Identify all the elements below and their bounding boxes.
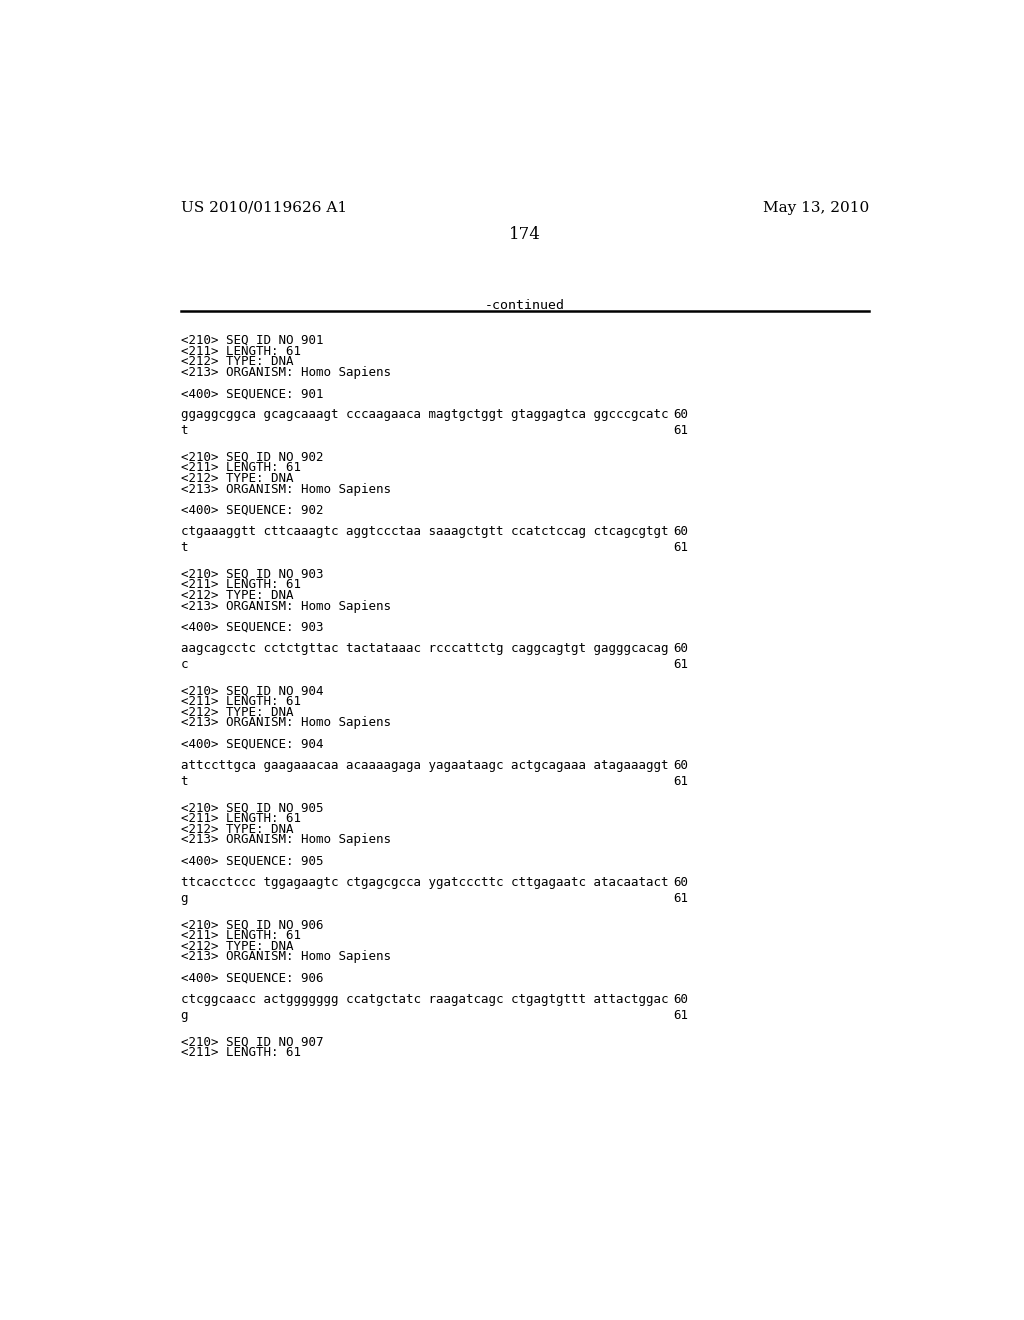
Text: <213> ORGANISM: Homo Sapiens: <213> ORGANISM: Homo Sapiens: [180, 833, 391, 846]
Text: 60: 60: [673, 876, 688, 888]
Text: 174: 174: [509, 226, 541, 243]
Text: 60: 60: [673, 759, 688, 772]
Text: <212> TYPE: DNA: <212> TYPE: DNA: [180, 706, 293, 719]
Text: <211> LENGTH: 61: <211> LENGTH: 61: [180, 696, 301, 709]
Text: c: c: [180, 659, 188, 671]
Text: 61: 61: [673, 659, 688, 671]
Text: <213> ORGANISM: Homo Sapiens: <213> ORGANISM: Homo Sapiens: [180, 950, 391, 964]
Text: <211> LENGTH: 61: <211> LENGTH: 61: [180, 929, 301, 942]
Text: 61: 61: [673, 541, 688, 554]
Text: t: t: [180, 541, 188, 554]
Text: <400> SEQUENCE: 902: <400> SEQUENCE: 902: [180, 504, 324, 517]
Text: ggaggcggca gcagcaaagt cccaagaaca magtgctggt gtaggagtca ggcccgcatc: ggaggcggca gcagcaaagt cccaagaaca magtgct…: [180, 408, 669, 421]
Text: <210> SEQ ID NO 903: <210> SEQ ID NO 903: [180, 568, 324, 581]
Text: ctgaaaggtt cttcaaagtc aggtccctaa saaagctgtt ccatctccag ctcagcgtgt: ctgaaaggtt cttcaaagtc aggtccctaa saaagct…: [180, 525, 669, 539]
Text: <400> SEQUENCE: 906: <400> SEQUENCE: 906: [180, 972, 324, 985]
Text: 61: 61: [673, 892, 688, 904]
Text: US 2010/0119626 A1: US 2010/0119626 A1: [180, 201, 347, 215]
Text: <400> SEQUENCE: 901: <400> SEQUENCE: 901: [180, 387, 324, 400]
Text: May 13, 2010: May 13, 2010: [763, 201, 869, 215]
Text: <210> SEQ ID NO 902: <210> SEQ ID NO 902: [180, 451, 324, 463]
Text: <212> TYPE: DNA: <212> TYPE: DNA: [180, 589, 293, 602]
Text: <212> TYPE: DNA: <212> TYPE: DNA: [180, 822, 293, 836]
Text: <400> SEQUENCE: 903: <400> SEQUENCE: 903: [180, 620, 324, 634]
Text: <211> LENGTH: 61: <211> LENGTH: 61: [180, 462, 301, 474]
Text: ttcacctccc tggagaagtc ctgagcgcca ygatcccttc cttgagaatc atacaatact: ttcacctccc tggagaagtc ctgagcgcca ygatccc…: [180, 876, 669, 888]
Text: 60: 60: [673, 408, 688, 421]
Text: <210> SEQ ID NO 907: <210> SEQ ID NO 907: [180, 1035, 324, 1048]
Text: <213> ORGANISM: Homo Sapiens: <213> ORGANISM: Homo Sapiens: [180, 717, 391, 730]
Text: <211> LENGTH: 61: <211> LENGTH: 61: [180, 812, 301, 825]
Text: <400> SEQUENCE: 905: <400> SEQUENCE: 905: [180, 854, 324, 867]
Text: -continued: -continued: [484, 300, 565, 313]
Text: attccttgca gaagaaacaa acaaaagaga yagaataagc actgcagaaa atagaaaggt: attccttgca gaagaaacaa acaaaagaga yagaata…: [180, 759, 669, 772]
Text: <400> SEQUENCE: 904: <400> SEQUENCE: 904: [180, 738, 324, 751]
Text: g: g: [180, 1008, 188, 1022]
Text: <213> ORGANISM: Homo Sapiens: <213> ORGANISM: Homo Sapiens: [180, 366, 391, 379]
Text: 60: 60: [673, 642, 688, 655]
Text: <213> ORGANISM: Homo Sapiens: <213> ORGANISM: Homo Sapiens: [180, 599, 391, 612]
Text: 61: 61: [673, 775, 688, 788]
Text: t: t: [180, 775, 188, 788]
Text: <211> LENGTH: 61: <211> LENGTH: 61: [180, 1045, 301, 1059]
Text: 61: 61: [673, 424, 688, 437]
Text: aagcagcctc cctctgttac tactataaac rcccattctg caggcagtgt gagggcacag: aagcagcctc cctctgttac tactataaac rcccatt…: [180, 642, 669, 655]
Text: t: t: [180, 424, 188, 437]
Text: <210> SEQ ID NO 901: <210> SEQ ID NO 901: [180, 334, 324, 347]
Text: 60: 60: [673, 993, 688, 1006]
Text: <211> LENGTH: 61: <211> LENGTH: 61: [180, 578, 301, 591]
Text: <211> LENGTH: 61: <211> LENGTH: 61: [180, 345, 301, 358]
Text: <213> ORGANISM: Homo Sapiens: <213> ORGANISM: Homo Sapiens: [180, 483, 391, 496]
Text: 61: 61: [673, 1008, 688, 1022]
Text: 60: 60: [673, 525, 688, 539]
Text: <210> SEQ ID NO 906: <210> SEQ ID NO 906: [180, 919, 324, 932]
Text: <210> SEQ ID NO 905: <210> SEQ ID NO 905: [180, 801, 324, 814]
Text: <210> SEQ ID NO 904: <210> SEQ ID NO 904: [180, 685, 324, 697]
Text: <212> TYPE: DNA: <212> TYPE: DNA: [180, 355, 293, 368]
Text: <212> TYPE: DNA: <212> TYPE: DNA: [180, 940, 293, 953]
Text: g: g: [180, 892, 188, 904]
Text: ctcggcaacc actggggggg ccatgctatc raagatcagc ctgagtgttt attactggac: ctcggcaacc actggggggg ccatgctatc raagatc…: [180, 993, 669, 1006]
Text: <212> TYPE: DNA: <212> TYPE: DNA: [180, 473, 293, 484]
